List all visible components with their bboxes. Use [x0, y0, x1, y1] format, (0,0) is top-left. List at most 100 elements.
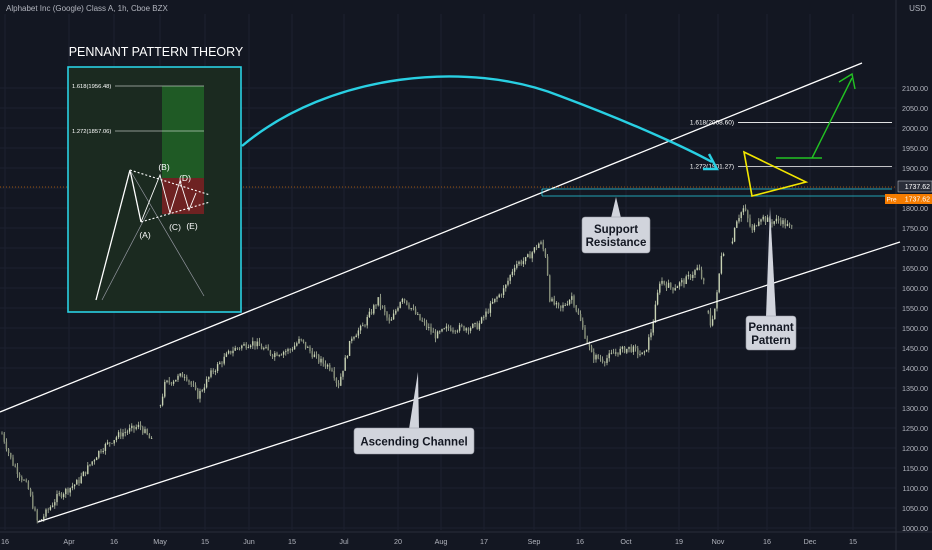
candle: [718, 273, 720, 294]
candle: [674, 284, 676, 291]
candle: [276, 351, 278, 357]
candle: [758, 218, 760, 227]
candle: [289, 348, 291, 354]
candle: [494, 298, 496, 304]
candle: [384, 305, 386, 316]
candle-body: [659, 283, 661, 293]
candle: [146, 428, 148, 436]
candle: [584, 325, 586, 339]
candle-body: [615, 352, 617, 354]
candle: [707, 309, 709, 315]
candle: [564, 302, 566, 307]
candle-body: [93, 460, 96, 462]
candle-body: [773, 221, 775, 224]
candle: [115, 435, 118, 443]
candle-body: [166, 380, 168, 382]
candle-body: [529, 254, 531, 259]
candle: [120, 428, 122, 440]
candle-body: [395, 310, 397, 314]
candle: [505, 284, 507, 292]
candle-body: [439, 331, 441, 333]
candle: [307, 345, 309, 348]
candle-body: [324, 363, 327, 367]
candle: [432, 327, 434, 333]
candle-body: [595, 355, 597, 360]
candle-body: [45, 509, 47, 517]
candle-body: [76, 479, 78, 485]
candle-body: [51, 505, 54, 507]
candle: [753, 223, 756, 233]
candle: [463, 325, 465, 332]
candle-body: [287, 349, 289, 352]
inset-target-zone: [162, 86, 204, 178]
candle: [535, 244, 538, 251]
candle-body: [223, 356, 225, 364]
candle: [353, 336, 355, 341]
candle: [676, 285, 679, 289]
candle: [337, 380, 340, 389]
candle-body: [104, 443, 107, 451]
candle-body: [172, 381, 175, 384]
candle: [441, 328, 443, 333]
candle-body: [87, 465, 89, 474]
candle-body: [786, 223, 789, 226]
candle-body: [652, 322, 654, 333]
candle: [452, 327, 454, 334]
candle: [142, 425, 144, 435]
candle: [100, 448, 102, 454]
x-tick-label: Aug: [435, 537, 448, 546]
candle: [485, 308, 487, 320]
candle-body: [472, 323, 474, 328]
candle: [16, 463, 19, 478]
candle-body: [210, 370, 212, 377]
channel-lower-line: [37, 241, 901, 523]
candle: [135, 424, 137, 431]
candle: [208, 376, 210, 383]
candle-body: [458, 325, 461, 331]
candle-body: [247, 347, 250, 348]
candle-body: [71, 486, 74, 488]
candle-body: [496, 297, 498, 299]
candle: [641, 352, 643, 355]
candle: [71, 482, 74, 491]
candle: [533, 246, 536, 254]
candle: [531, 251, 533, 263]
candle: [562, 302, 564, 312]
candle-body: [102, 450, 104, 453]
candle: [443, 327, 445, 330]
pennant-pattern-callout-box: [745, 315, 797, 351]
y-tick-label: 1700.00: [902, 244, 928, 253]
x-tick-label: 17: [480, 537, 488, 546]
candle: [223, 353, 225, 366]
candle-body: [344, 357, 346, 371]
candle-body: [505, 284, 507, 289]
candle: [364, 324, 366, 328]
candle: [472, 323, 474, 329]
candle: [650, 329, 652, 341]
candle: [399, 301, 401, 309]
x-tick-label: Apr: [63, 537, 75, 546]
candle: [709, 308, 712, 328]
candle: [549, 274, 551, 303]
candle: [663, 280, 665, 286]
candle: [720, 252, 723, 275]
pennant-pattern-callout-tail: [766, 207, 776, 317]
candle: [51, 502, 54, 508]
candle: [513, 264, 516, 276]
candle-body: [456, 330, 459, 332]
candle-body: [267, 347, 269, 351]
candle-body: [524, 257, 527, 262]
candle: [445, 323, 448, 332]
candle: [181, 371, 184, 378]
candle: [7, 448, 10, 457]
candle: [144, 426, 146, 434]
candle-body: [205, 379, 208, 388]
candle-body: [665, 283, 668, 288]
candle: [58, 490, 60, 497]
candle: [113, 439, 115, 446]
candle-body: [397, 307, 399, 311]
ascending-channel-callout[interactable]: Ascending Channel: [353, 372, 475, 455]
